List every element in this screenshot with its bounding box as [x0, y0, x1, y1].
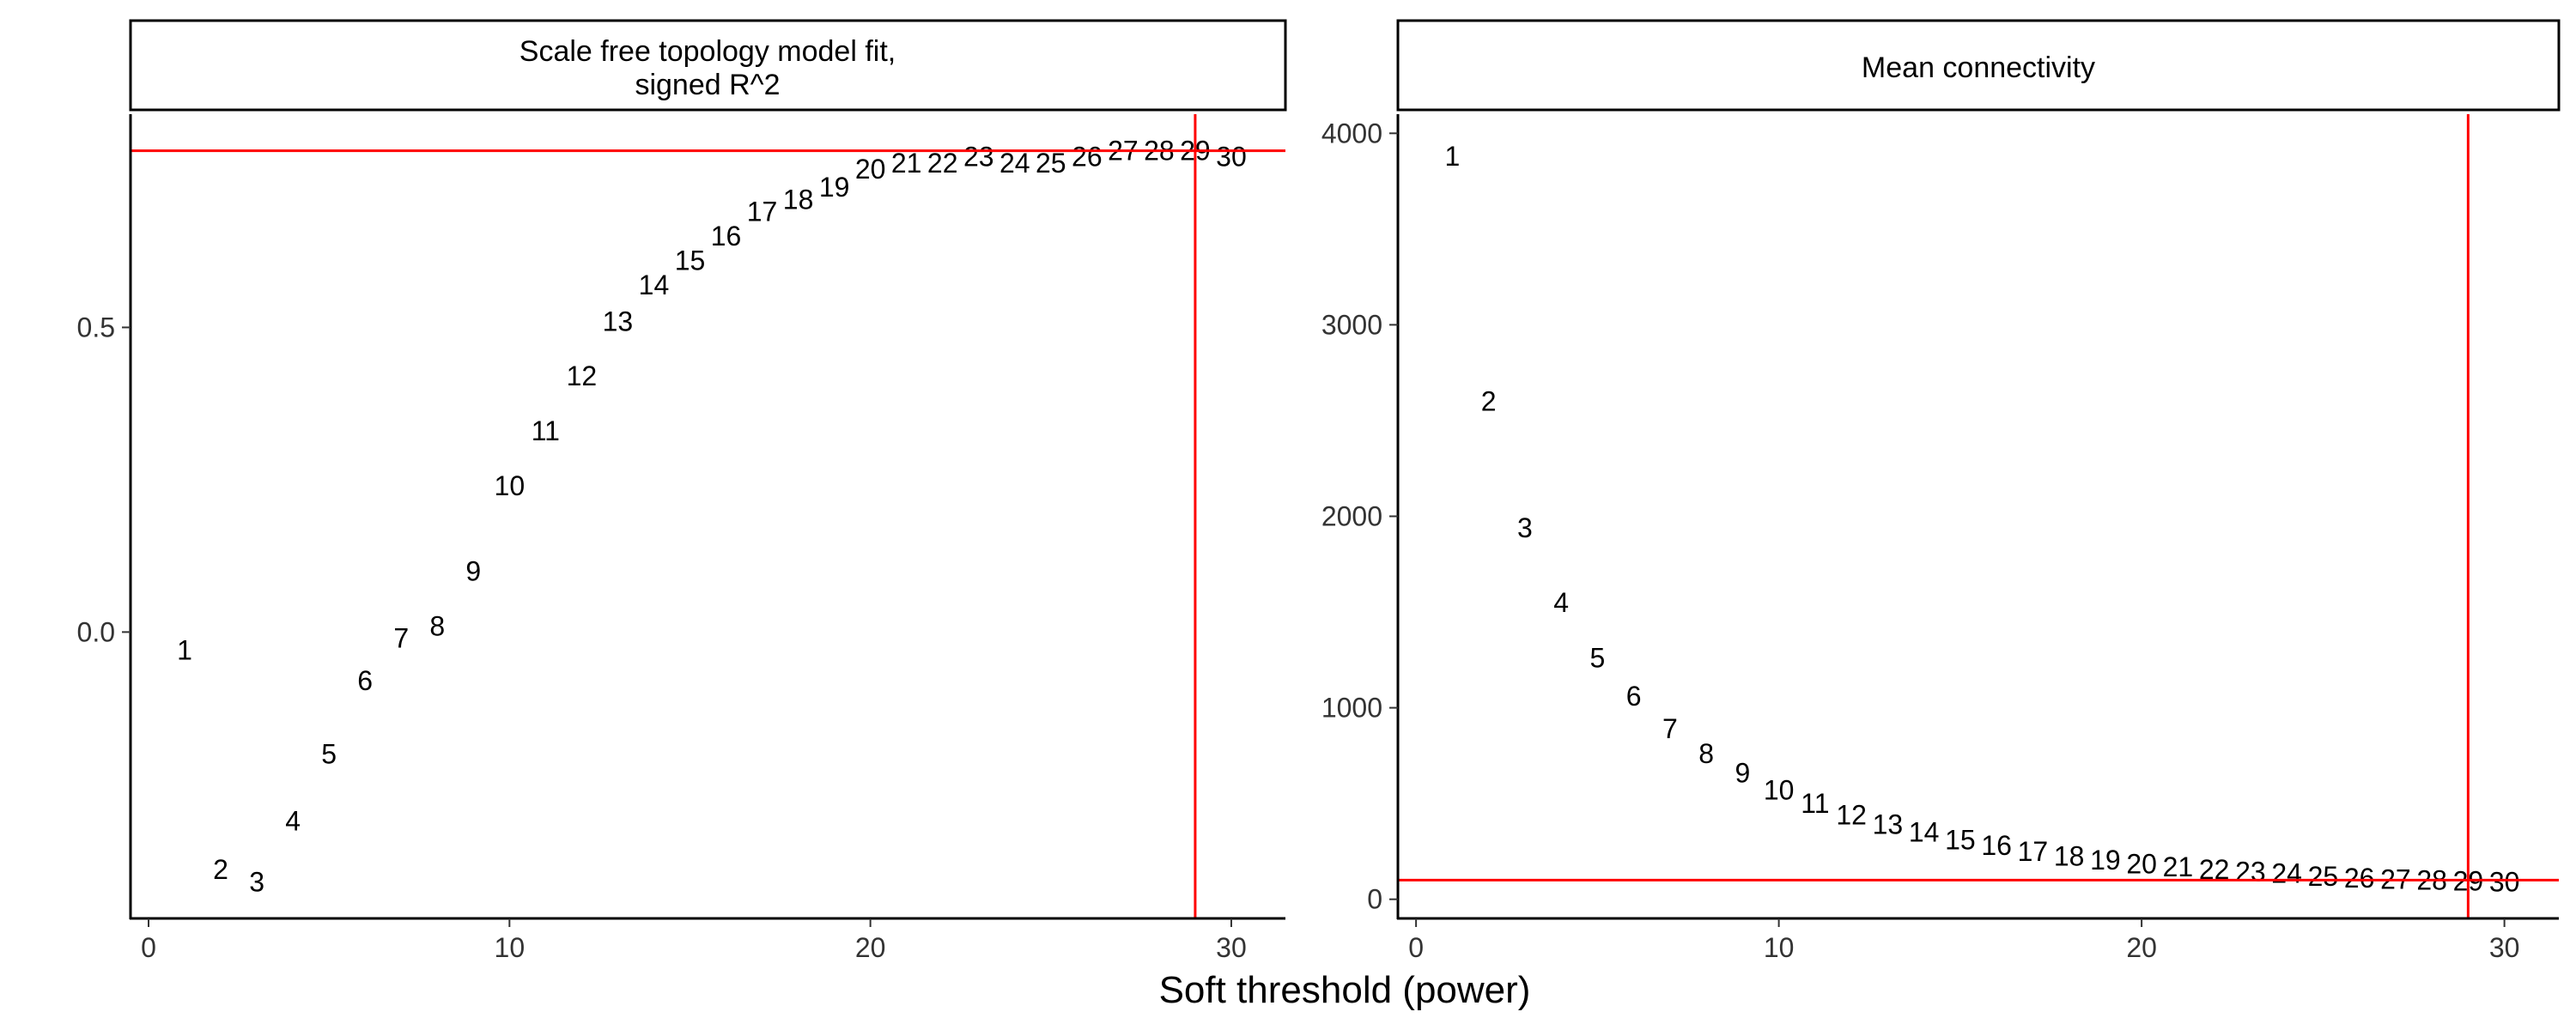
data-point-label: 21 — [2163, 851, 2194, 882]
data-point-label: 6 — [1626, 681, 1642, 712]
data-point-label: 1 — [1444, 141, 1460, 172]
data-point-label: 4 — [1553, 587, 1569, 618]
data-point-label: 21 — [891, 148, 922, 179]
x-axis-title: Soft threshold (power) — [1159, 969, 1531, 1011]
data-point-label: 4 — [285, 805, 301, 836]
y-tick-label: 0 — [1367, 884, 1382, 915]
y-tick-label: 1000 — [1321, 693, 1382, 724]
y-tick-label: 0.0 — [77, 616, 115, 647]
strip-box — [1396, 19, 2561, 112]
data-point-label: 8 — [429, 610, 445, 641]
data-point-label: 10 — [1764, 775, 1795, 806]
y-tick-label: 4000 — [1321, 118, 1382, 148]
data-point-label: 25 — [1036, 148, 1066, 179]
data-point-label: 12 — [1836, 800, 1867, 831]
data-point-label: 16 — [1981, 830, 2012, 861]
data-point-label: 1 — [177, 635, 192, 666]
x-tick-label: 30 — [1216, 932, 1247, 963]
data-point-label: 23 — [963, 142, 994, 173]
x-tick-label: 20 — [855, 932, 886, 963]
data-point-label: 13 — [1873, 809, 1904, 840]
data-point-label: 9 — [1735, 757, 1750, 788]
x-tick-label: 0 — [141, 932, 156, 963]
data-point-label: 30 — [1216, 142, 1247, 173]
data-point-label: 26 — [2344, 863, 2375, 894]
data-point-label: 30 — [2489, 867, 2520, 898]
data-point-label: 24 — [2271, 858, 2302, 889]
data-point-label: 10 — [495, 470, 526, 501]
data-point-label: 14 — [1909, 817, 1940, 848]
data-point-label: 3 — [249, 866, 264, 897]
data-point-label: 24 — [999, 148, 1030, 179]
data-point-label: 17 — [747, 197, 778, 227]
data-point-label: 26 — [1072, 142, 1103, 173]
data-point-label: 18 — [2054, 840, 2085, 871]
data-point-label: 11 — [532, 415, 560, 446]
strip-title-line-1: Scale free topology model fit, — [519, 35, 896, 68]
data-point-label: 15 — [1945, 825, 1976, 856]
data-point-label: 25 — [2308, 861, 2339, 892]
data-point-label: 3 — [1517, 512, 1533, 543]
x-tick-label: 10 — [495, 932, 526, 963]
data-point-label: 7 — [393, 622, 409, 653]
panel-r2: Scale free topology model fit, signed R^… — [77, 19, 1287, 963]
y-tick-label: 3000 — [1321, 309, 1382, 340]
data-point-label: 14 — [639, 270, 670, 300]
data-point-label: 6 — [357, 665, 373, 696]
data-point-label: 7 — [1662, 713, 1678, 744]
data-point-label: 22 — [927, 148, 958, 179]
strip-box — [129, 19, 1287, 112]
data-point-label: 5 — [321, 738, 337, 769]
y-tick-label: 0.5 — [77, 312, 115, 342]
data-point-label: 11 — [1801, 788, 1829, 819]
data-point-label: 16 — [711, 221, 742, 251]
x-tick-label: 30 — [2489, 932, 2520, 963]
data-point-label: 8 — [1698, 738, 1714, 769]
data-point-label: 19 — [819, 172, 850, 203]
x-tick-label: 10 — [1764, 932, 1795, 963]
data-point-label: 17 — [2018, 836, 2049, 867]
data-point-label: 19 — [2090, 845, 2121, 876]
data-point-label: 20 — [855, 154, 886, 185]
data-point-label: 9 — [465, 555, 481, 586]
strip-title-line-2: signed R^2 — [635, 69, 780, 101]
data-point-label: 18 — [783, 184, 814, 215]
data-point-label: 13 — [603, 306, 634, 336]
x-tick-label: 20 — [2126, 932, 2157, 963]
data-point-label: 12 — [567, 360, 598, 391]
data-point-label: 5 — [1589, 643, 1605, 674]
data-point-label: 2 — [1481, 386, 1497, 417]
data-point-label: 20 — [2126, 848, 2157, 879]
strip-title: Mean connectivity — [1862, 52, 2095, 84]
x-tick-label: 0 — [1408, 932, 1424, 963]
data-point-label: 2 — [213, 854, 228, 885]
data-point-label: 23 — [2235, 856, 2266, 887]
data-point-label: 15 — [675, 245, 706, 276]
y-tick-label: 2000 — [1321, 501, 1382, 532]
